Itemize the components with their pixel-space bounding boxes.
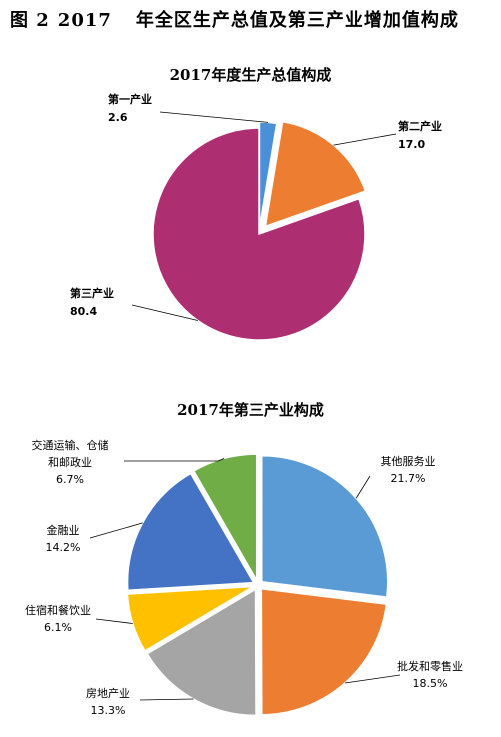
figure-year: 2017 bbox=[57, 10, 112, 31]
category-label: 住宿和餐饮业 bbox=[25, 603, 91, 617]
chart1-title: 2017年度生产总值构成 bbox=[169, 66, 332, 84]
leader-line-3 bbox=[131, 304, 198, 321]
gdp-structure-pie: 第一产业 2.6 第二产业 17.0 第三产业 80.4 bbox=[70, 92, 442, 341]
leader-line-1 bbox=[355, 475, 371, 499]
pie-slice-5 bbox=[126, 472, 255, 592]
figure-label: 图 2 bbox=[10, 10, 50, 31]
category-label: 批发和零售业 bbox=[397, 659, 463, 673]
category-label: 第二产业 bbox=[398, 119, 442, 133]
leader-line-6 bbox=[124, 458, 225, 462]
chart2-title: 2017年第三产业构成 bbox=[177, 401, 324, 419]
value-label: 13.3% bbox=[91, 704, 126, 717]
category-label: 其他服务业 bbox=[381, 455, 436, 468]
leader-line-2 bbox=[333, 133, 397, 146]
figure-title: 图 2 2017 年全区生产总值及第三产业增加值构成 bbox=[10, 6, 459, 32]
value-label: 17.0 bbox=[398, 138, 425, 151]
value-label: 6.1% bbox=[44, 621, 72, 634]
leader-line-1 bbox=[159, 111, 269, 123]
pie-slice-2 bbox=[260, 587, 388, 716]
leader-line-5 bbox=[89, 522, 143, 539]
category-label: 房地产业 bbox=[86, 686, 130, 700]
value-label: 21.7% bbox=[391, 472, 426, 485]
category-label: 金融业 bbox=[47, 523, 80, 537]
leader-line-4 bbox=[95, 618, 133, 624]
category-label: 交通运输、仓储 bbox=[32, 438, 109, 452]
category-label: 第三产业 bbox=[70, 286, 114, 300]
value-label: 14.2% bbox=[46, 541, 81, 554]
value-label: 6.7% bbox=[56, 473, 84, 486]
figure-title-text: 年全区生产总值及第三产业增加值构成 bbox=[135, 10, 459, 31]
value-label: 18.5% bbox=[413, 677, 448, 690]
pie-slice-1 bbox=[260, 454, 389, 598]
category-label: 和邮政业 bbox=[48, 455, 92, 469]
leader-line-2 bbox=[344, 674, 401, 684]
category-label: 第一产业 bbox=[108, 92, 152, 106]
value-label: 2.6 bbox=[108, 111, 128, 124]
pie-slice-1 bbox=[258, 121, 278, 229]
value-label: 80.4 bbox=[70, 305, 97, 318]
pie-slice-4 bbox=[126, 585, 254, 652]
leader-line-3 bbox=[139, 698, 194, 701]
pie-slice-3 bbox=[152, 127, 366, 341]
